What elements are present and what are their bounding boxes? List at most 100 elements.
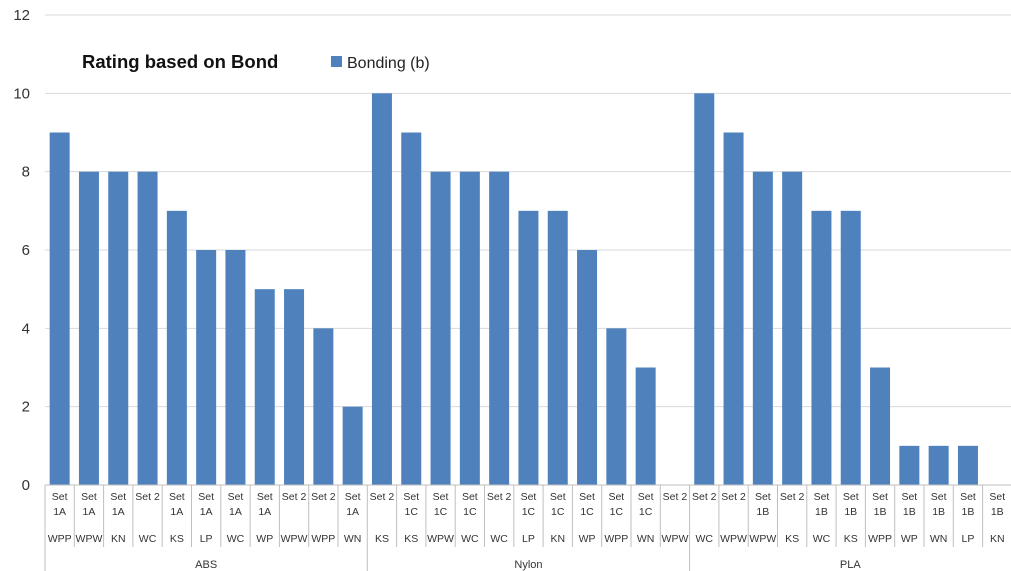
y-tick-label: 10 — [13, 85, 30, 102]
category-code-label: WPW — [427, 533, 454, 545]
category-set-label: Set — [462, 491, 478, 503]
category-set-label: Set — [52, 491, 68, 503]
category-set-label: Set — [608, 491, 624, 503]
bar — [577, 250, 598, 485]
group-label: PLA — [840, 559, 861, 571]
bar — [137, 171, 158, 486]
bar — [870, 367, 891, 485]
legend: Bonding (b) — [331, 55, 430, 72]
category-set-label: 1C — [434, 506, 448, 518]
bar — [957, 445, 978, 485]
bar — [401, 132, 422, 485]
category-code-label: WPP — [48, 533, 72, 545]
category-set-label: 1A — [112, 506, 125, 518]
category-set-label: 1A — [229, 506, 242, 518]
bar — [635, 367, 656, 485]
category-code-label: WPW — [720, 533, 747, 545]
category-set-label: 1B — [874, 506, 887, 518]
bar — [694, 93, 715, 485]
category-code-label: WN — [637, 533, 655, 545]
category-code-label: WN — [344, 533, 362, 545]
category-set-label: Set — [257, 491, 273, 503]
category-set-label: 1B — [756, 506, 769, 518]
bar — [840, 210, 861, 485]
category-set-label: Set — [228, 491, 244, 503]
category-code-label: WPW — [749, 533, 776, 545]
y-axis: 0 2 4 6 8 10 12 — [13, 7, 30, 494]
bar — [225, 250, 246, 485]
category-set-label: 1C — [551, 506, 565, 518]
bar — [254, 289, 275, 485]
category-code-label: WC — [139, 533, 157, 545]
bar — [723, 132, 744, 485]
category-set-label: Set 2 — [692, 491, 717, 503]
bar — [518, 210, 539, 485]
category-code-label: WP — [901, 533, 918, 545]
category-set-label: 1B — [903, 506, 916, 518]
category-code-label: KS — [375, 533, 389, 545]
category-code-label: WPW — [281, 533, 308, 545]
category-set-label: Set — [638, 491, 654, 503]
bar — [49, 132, 70, 485]
category-code-label: LP — [962, 533, 975, 545]
bar — [782, 171, 803, 486]
category-code-label: WP — [579, 533, 596, 545]
category-set-label: Set 2 — [311, 491, 336, 503]
bar — [342, 406, 363, 485]
category-set-label: Set — [403, 491, 419, 503]
bar — [313, 328, 334, 485]
category-set-label: Set — [579, 491, 595, 503]
y-tick-label: 4 — [22, 320, 30, 337]
y-tick-label: 12 — [13, 7, 30, 24]
category-code-label: KS — [170, 533, 184, 545]
category-set-label: 1B — [991, 506, 1004, 518]
legend-label: Bonding (b) — [347, 55, 430, 72]
bar — [284, 289, 305, 485]
category-code-label: WC — [490, 533, 508, 545]
bar — [459, 171, 480, 486]
bar — [430, 171, 451, 486]
category-set-label: Set — [521, 491, 537, 503]
group-label: ABS — [195, 559, 217, 571]
category-set-label: 1C — [610, 506, 624, 518]
category-set-label: 1A — [83, 506, 96, 518]
category-set-label: Set — [989, 491, 1005, 503]
category-set-label: Set 2 — [487, 491, 512, 503]
category-set-label: 1A — [53, 506, 66, 518]
category-set-label: 1B — [844, 506, 857, 518]
category-code-label: WC — [227, 533, 245, 545]
category-code-label: WC — [813, 533, 831, 545]
category-set-label: Set — [755, 491, 771, 503]
category-set-label: Set 2 — [721, 491, 746, 503]
category-code-label: LP — [200, 533, 213, 545]
bar — [899, 445, 920, 485]
category-set-label: 1A — [258, 506, 271, 518]
category-set-label: Set — [931, 491, 947, 503]
category-set-label: 1B — [815, 506, 828, 518]
category-code-label: KN — [111, 533, 126, 545]
category-code-label: WC — [696, 533, 714, 545]
bar — [547, 210, 568, 485]
category-set-label: Set — [169, 491, 185, 503]
bar — [371, 93, 392, 485]
legend-swatch — [331, 56, 342, 67]
category-set-label: 1C — [580, 506, 594, 518]
category-code-label: WN — [930, 533, 948, 545]
category-code-label: WP — [256, 533, 273, 545]
category-set-label: Set — [81, 491, 97, 503]
bar — [78, 171, 99, 486]
category-set-label: 1B — [932, 506, 945, 518]
category-set-label: Set — [550, 491, 566, 503]
category-set-label: Set — [198, 491, 214, 503]
category-set-label: Set — [433, 491, 449, 503]
category-set-label: Set 2 — [135, 491, 160, 503]
category-set-label: Set — [960, 491, 976, 503]
bar — [606, 328, 627, 485]
category-code-label: WPP — [868, 533, 892, 545]
y-tick-label: 8 — [22, 164, 30, 181]
category-code-label: WPP — [311, 533, 335, 545]
bars — [49, 93, 978, 486]
chart-title: Rating based on Bond — [82, 51, 278, 72]
bar — [489, 171, 510, 486]
